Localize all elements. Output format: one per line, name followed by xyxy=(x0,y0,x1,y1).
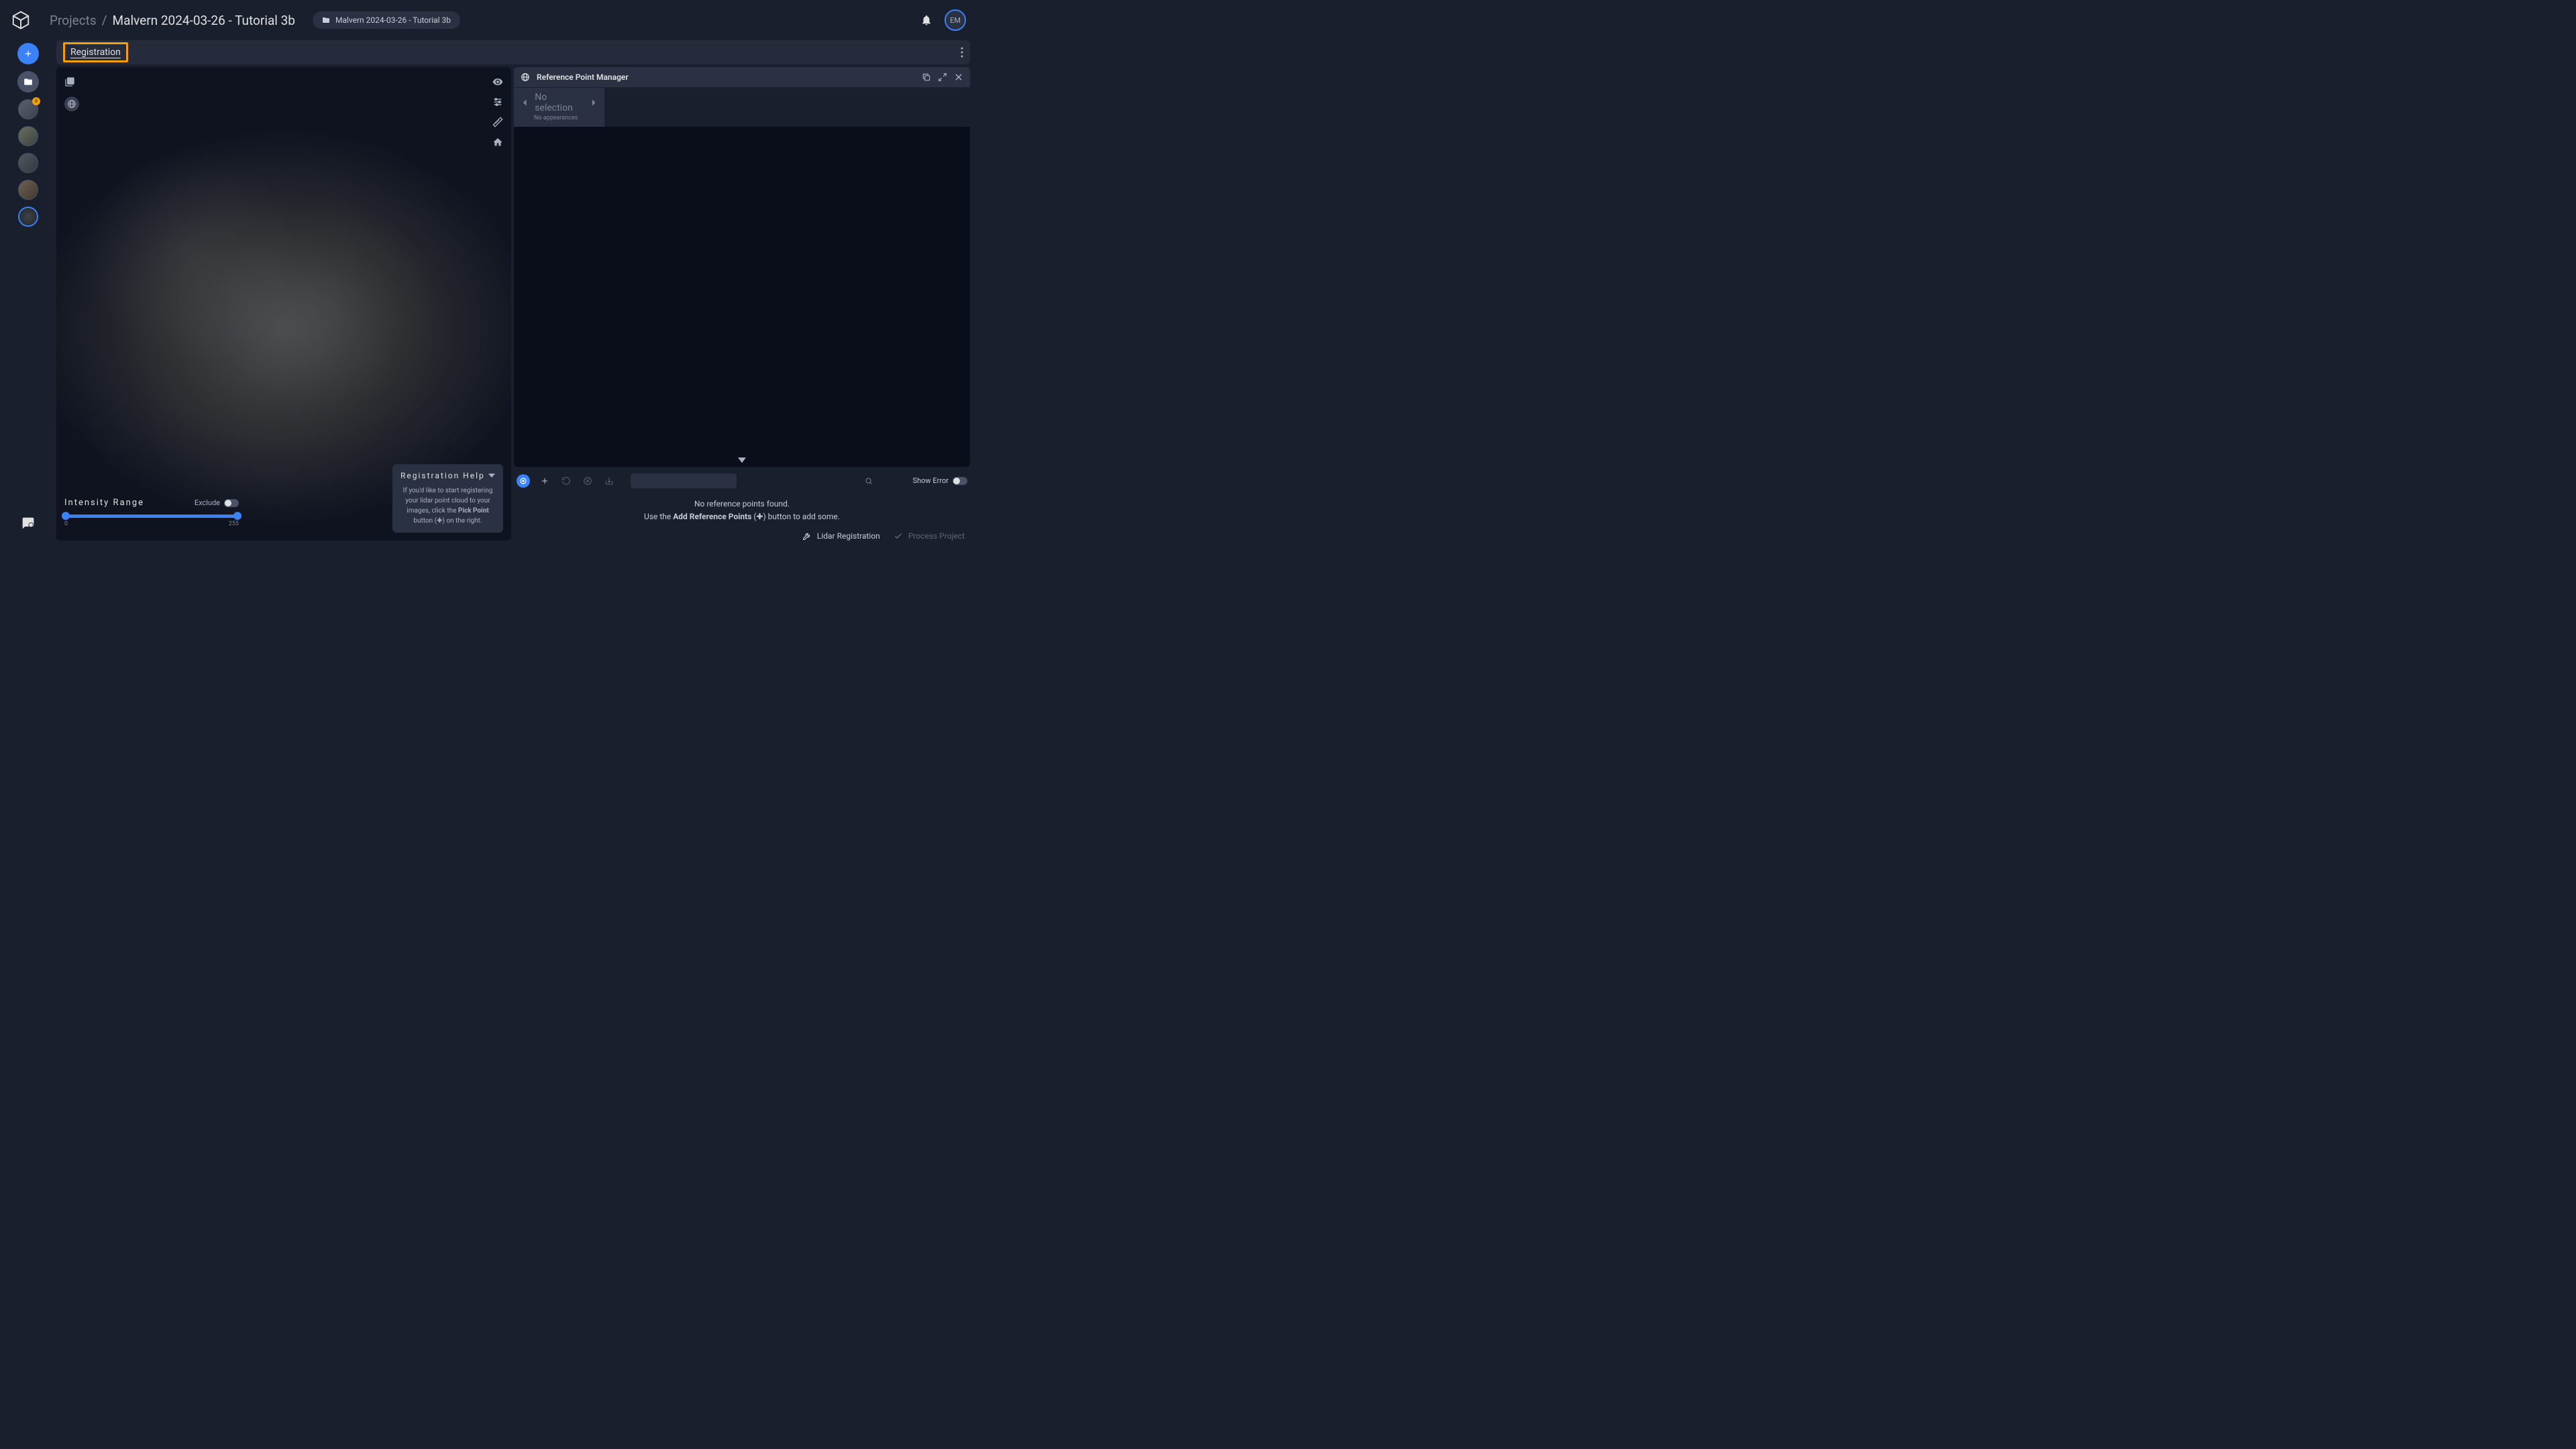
rpm-search-wrap xyxy=(628,474,878,488)
rpm-selection-bar: No selection No appearances xyxy=(514,88,604,127)
tab-highlight: Registration xyxy=(63,42,128,62)
copy-button[interactable] xyxy=(922,72,931,82)
chat-button[interactable] xyxy=(17,513,39,534)
show-error-label: Show Error xyxy=(913,476,949,485)
project-thumb-3[interactable] xyxy=(18,153,38,173)
help-title: Registration Help xyxy=(400,471,485,480)
rpm-search-input[interactable] xyxy=(631,474,737,488)
show-error-group: Show Error xyxy=(913,476,967,485)
add-button[interactable] xyxy=(17,43,39,64)
rpm-body[interactable] xyxy=(514,127,970,467)
rpm-header: Reference Point Manager xyxy=(514,67,970,87)
lidar-registration-button[interactable]: Lidar Registration xyxy=(802,531,880,541)
rpm-selection-label: No selection xyxy=(535,92,583,113)
close-button[interactable] xyxy=(954,72,963,82)
rpm-empty-state: No reference points found. Use the Add R… xyxy=(514,498,970,523)
slider-max-label: 255 xyxy=(229,521,239,527)
viewport-tools-right xyxy=(492,76,503,148)
show-error-toggle[interactable] xyxy=(953,477,967,485)
empty-line2: Use the Add Reference Points (✚) button … xyxy=(514,511,970,523)
rpm-toolbar: Show Error xyxy=(514,471,970,491)
project-chip-label: Malvern 2024-03-26 - Tutorial 3b xyxy=(335,15,451,25)
tab-bar: Registration xyxy=(56,40,970,64)
measure-icon[interactable] xyxy=(492,117,503,127)
left-rail: II xyxy=(0,40,56,547)
intensity-panel: Intensity Range Exclude 0 255 xyxy=(64,491,239,534)
breadcrumb-root[interactable]: Projects xyxy=(50,13,97,28)
search-icon xyxy=(865,477,873,485)
help-body: If you'd like to start registering your … xyxy=(400,486,495,526)
intensity-slider[interactable] xyxy=(64,515,239,518)
chevron-down-icon[interactable] xyxy=(488,474,495,478)
empty-line1: No reference points found. xyxy=(514,498,970,511)
exclude-group: Exclude xyxy=(195,498,239,507)
globe-icon[interactable] xyxy=(64,97,79,111)
breadcrumb-separator: / xyxy=(102,13,107,28)
app-logo[interactable] xyxy=(11,10,31,30)
slider-labels: 0 255 xyxy=(64,521,239,527)
pick-point-button[interactable] xyxy=(517,474,530,488)
rpm-selection-sub: No appearances xyxy=(534,115,596,121)
viewport-tools-left xyxy=(64,76,79,111)
rpm-footer: Lidar Registration Process Project xyxy=(514,531,970,541)
rpm-selection: No selection xyxy=(522,92,596,113)
download-button[interactable] xyxy=(602,474,616,488)
chevron-left-icon[interactable] xyxy=(522,99,528,106)
slider-min-thumb[interactable] xyxy=(62,512,70,520)
slider-max-thumb[interactable] xyxy=(233,512,241,520)
visibility-icon[interactable] xyxy=(492,76,503,87)
slider-min-label: 0 xyxy=(64,521,68,527)
exclude-label: Exclude xyxy=(195,498,220,507)
add-reference-point-button[interactable] xyxy=(538,474,551,488)
process-project-label: Process Project xyxy=(908,531,965,541)
project-thumb-2[interactable] xyxy=(18,126,38,146)
header-right: EM xyxy=(920,9,966,31)
exclude-toggle[interactable] xyxy=(224,499,239,507)
wrench-icon xyxy=(802,531,812,541)
settings-icon[interactable] xyxy=(492,97,503,107)
tab-registration[interactable]: Registration xyxy=(70,47,121,58)
more-button[interactable] xyxy=(961,47,963,58)
breadcrumb: Projects / Malvern 2024-03-26 - Tutorial… xyxy=(50,11,460,29)
top-header: Projects / Malvern 2024-03-26 - Tutorial… xyxy=(0,0,977,40)
process-project-button[interactable]: Process Project xyxy=(894,531,965,541)
chevron-right-icon[interactable] xyxy=(590,99,596,106)
undo-button[interactable] xyxy=(559,474,573,488)
layers-icon[interactable] xyxy=(64,76,75,87)
check-icon xyxy=(894,531,903,541)
notifications-button[interactable] xyxy=(920,14,932,26)
pause-badge: II xyxy=(32,97,40,105)
project-thumb-5[interactable] xyxy=(18,207,38,227)
reference-point-manager: Reference Point Manager No selection No … xyxy=(514,67,970,541)
lidar-registration-label: Lidar Registration xyxy=(817,531,880,541)
avatar-initials: EM xyxy=(950,16,961,25)
project-chip[interactable]: Malvern 2024-03-26 - Tutorial 3b xyxy=(313,11,460,29)
folder-icon xyxy=(322,16,330,24)
intensity-title: Intensity Range xyxy=(64,498,144,508)
chevron-down-icon[interactable] xyxy=(738,458,746,463)
help-panel: Registration Help If you'd like to start… xyxy=(392,464,503,533)
projects-button[interactable] xyxy=(17,71,39,93)
project-thumb-1[interactable]: II xyxy=(18,99,38,119)
home-icon[interactable] xyxy=(492,137,503,148)
expand-button[interactable] xyxy=(938,72,947,82)
breadcrumb-leaf: Malvern 2024-03-26 - Tutorial 3b xyxy=(113,13,295,28)
delete-button[interactable] xyxy=(581,474,594,488)
viewport[interactable]: Intensity Range Exclude 0 255 Registrati… xyxy=(56,67,511,541)
project-thumb-4[interactable] xyxy=(18,180,38,200)
rpm-title: Reference Point Manager xyxy=(537,72,915,82)
user-avatar[interactable]: EM xyxy=(945,9,966,31)
globe-icon xyxy=(521,72,530,82)
